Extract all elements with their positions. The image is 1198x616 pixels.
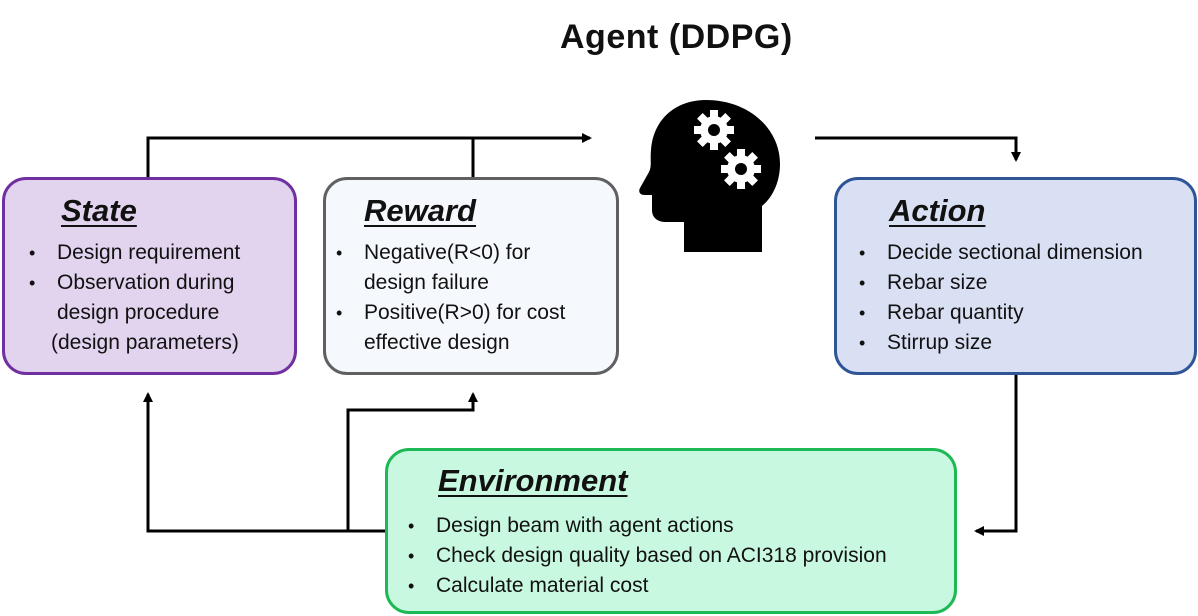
agent-title: Agent (DDPG): [560, 18, 793, 56]
action-box: Action Decide sectional dimension Rebar …: [834, 177, 1197, 375]
list-item: design procedure: [57, 301, 220, 324]
list-item: design failure: [364, 271, 489, 294]
env-to-state-arrow: [143, 392, 385, 533]
action-list: Decide sectional dimension Rebar size Re…: [859, 238, 1143, 358]
action-to-env-arrow: [974, 375, 1018, 536]
environment-title: Environment: [438, 463, 628, 498]
list-item: Check design quality based on ACI318 pro…: [408, 541, 887, 571]
list-item: effective design: [364, 331, 510, 354]
list-item: Positive(R>0) for cost: [336, 298, 565, 328]
list-item: Observation during: [29, 268, 240, 298]
reward-box: Reward Negative(R<0) for design failure …: [323, 177, 619, 375]
list-item: Rebar quantity: [859, 298, 1143, 328]
agent-to-action-arrow: [815, 136, 1021, 162]
list-item: Design beam with agent actions: [408, 511, 887, 541]
env-to-reward-arrow: [346, 392, 478, 531]
reward-title: Reward: [364, 193, 476, 228]
list-item: Decide sectional dimension: [859, 238, 1143, 268]
action-title: Action: [889, 193, 986, 228]
list-item: Stirrup size: [859, 328, 1143, 358]
list-item: Rebar size: [859, 268, 1143, 298]
list-item: Negative(R<0) for: [336, 238, 565, 268]
environment-list: Design beam with agent actions Check des…: [408, 511, 887, 601]
head-with-gears-icon: [639, 100, 780, 252]
state-box: State Design requirement Observation dur…: [2, 177, 297, 375]
state-to-agent-arrow: [146, 133, 592, 177]
state-title: State: [61, 193, 137, 228]
list-item: Design requirement: [29, 238, 240, 268]
list-item: (design parameters): [51, 331, 239, 354]
environment-box: Environment Design beam with agent actio…: [385, 448, 957, 614]
state-list: Design requirement Observation during de…: [29, 238, 240, 358]
list-item: Calculate material cost: [408, 571, 887, 601]
reward-list: Negative(R<0) for design failure Positiv…: [336, 238, 565, 358]
